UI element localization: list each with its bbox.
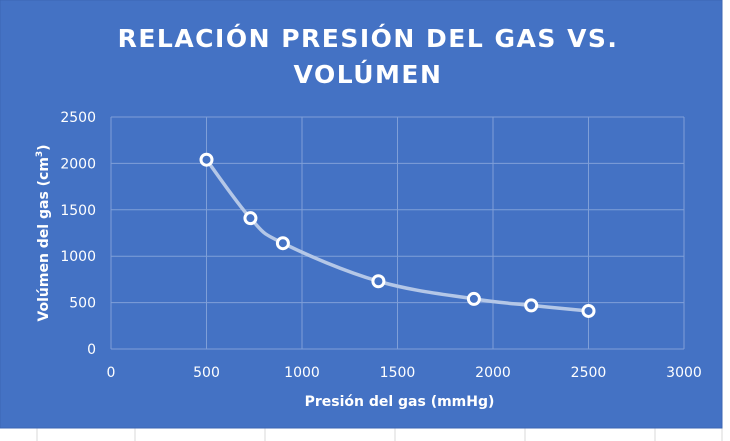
chart-title-line-1: RELACIÓN PRESIÓN DEL GAS VS. xyxy=(118,23,619,53)
y-tick-label: 500 xyxy=(69,296,96,312)
y-axis-label-text: Volúmen del gas (cm xyxy=(36,157,52,322)
gridlines xyxy=(110,116,685,350)
y-axis-label-end: ) xyxy=(36,144,52,150)
data-point[interactable] xyxy=(371,274,386,289)
x-tick-label: 0 xyxy=(107,365,116,381)
x-tick-label: 2000 xyxy=(475,365,511,381)
data-point[interactable] xyxy=(581,303,596,318)
y-tick-label: 1500 xyxy=(60,203,96,219)
chart-title-line-2: VOLÚMEN xyxy=(294,59,443,89)
data-point[interactable] xyxy=(466,291,481,306)
x-axis-label: Presión del gas (mmHg) xyxy=(305,394,495,410)
data-point[interactable] xyxy=(524,298,539,313)
data-series xyxy=(199,152,596,318)
chart-area[interactable] xyxy=(0,0,723,429)
tick-labels: 0 500 1000 1500 2000 2500 0 500 1000 1500 2000 2500… xyxy=(60,110,701,381)
x-tick-label: 1000 xyxy=(284,365,320,381)
data-point[interactable] xyxy=(243,211,258,226)
y-axis-label-superscript: 3 xyxy=(35,151,45,157)
x-tick-label: 3000 xyxy=(666,365,702,381)
y-tick-label: 2500 xyxy=(60,110,96,126)
y-axis-label: Volúmen del gas (cm3) xyxy=(35,144,52,321)
x-tick-label: 2500 xyxy=(571,365,607,381)
data-point[interactable] xyxy=(199,152,214,167)
x-tick-label: 1500 xyxy=(380,365,416,381)
x-tick-label: 500 xyxy=(193,365,220,381)
data-point[interactable] xyxy=(275,236,290,251)
y-tick-label: 1000 xyxy=(60,249,96,265)
y-tick-label: 0 xyxy=(87,342,96,358)
y-tick-label: 2000 xyxy=(60,156,96,172)
